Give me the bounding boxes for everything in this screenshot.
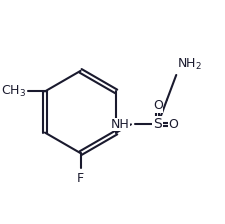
Text: O: O xyxy=(167,118,177,131)
Text: CH$_3$: CH$_3$ xyxy=(1,84,26,99)
Text: NH: NH xyxy=(111,118,129,131)
Text: O: O xyxy=(152,99,162,112)
Text: S: S xyxy=(153,117,161,131)
Text: F: F xyxy=(77,172,84,185)
Text: NH$_2$: NH$_2$ xyxy=(176,57,201,72)
